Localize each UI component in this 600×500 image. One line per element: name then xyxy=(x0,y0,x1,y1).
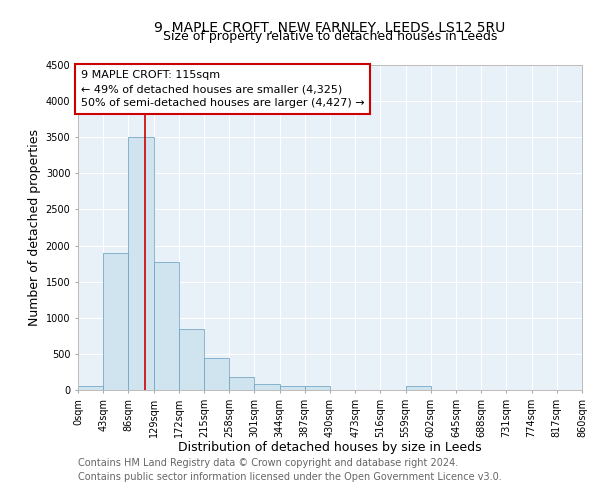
X-axis label: Distribution of detached houses by size in Leeds: Distribution of detached houses by size … xyxy=(178,441,482,454)
Title: Size of property relative to detached houses in Leeds: Size of property relative to detached ho… xyxy=(163,30,497,43)
Text: 9 MAPLE CROFT: 115sqm
← 49% of detached houses are smaller (4,325)
50% of semi-d: 9 MAPLE CROFT: 115sqm ← 49% of detached … xyxy=(81,70,365,108)
Text: Contains public sector information licensed under the Open Government Licence v3: Contains public sector information licen… xyxy=(78,472,502,482)
Y-axis label: Number of detached properties: Number of detached properties xyxy=(28,129,41,326)
Text: Contains HM Land Registry data © Crown copyright and database right 2024.: Contains HM Land Registry data © Crown c… xyxy=(78,458,458,468)
Text: 9, MAPLE CROFT, NEW FARNLEY, LEEDS, LS12 5RU: 9, MAPLE CROFT, NEW FARNLEY, LEEDS, LS12… xyxy=(154,20,506,34)
